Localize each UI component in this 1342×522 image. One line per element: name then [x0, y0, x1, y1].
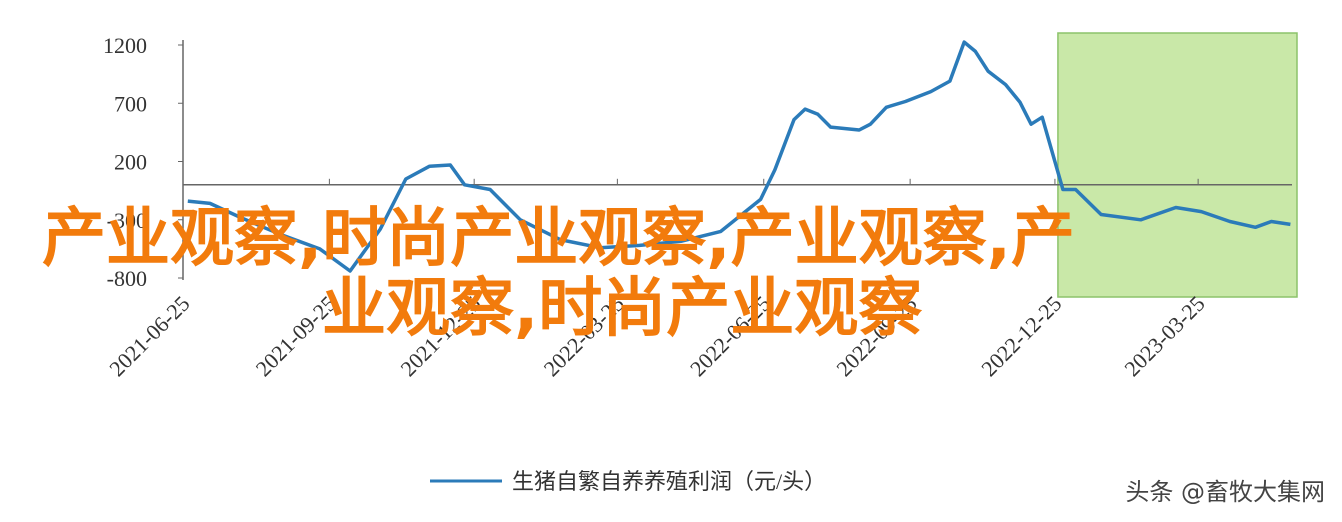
highlight-region — [1057, 32, 1298, 298]
y-tick-label: -300 — [107, 208, 147, 233]
y-tick-label: 200 — [114, 150, 147, 175]
legend-label: 生猪自繁自养养殖利润（元/头） — [512, 469, 826, 494]
data-line — [187, 40, 1291, 273]
x-tick-label: 2022-12-25 — [976, 291, 1066, 381]
x-tick-label: 2021-06-25 — [104, 291, 194, 381]
overlay-text: 产业观察,时尚产业观察,产业观察,产 — [42, 202, 1075, 276]
overlay-text: 业观察,时尚产业观察 — [322, 272, 922, 346]
y-tick-label: 1200 — [103, 33, 147, 58]
y-tick-label: -800 — [107, 266, 147, 291]
x-tick-label: 2023-03-25 — [1119, 291, 1209, 381]
y-tick-label: 700 — [114, 91, 147, 116]
watermark: 头条 @畜牧大集网 — [1125, 478, 1325, 506]
